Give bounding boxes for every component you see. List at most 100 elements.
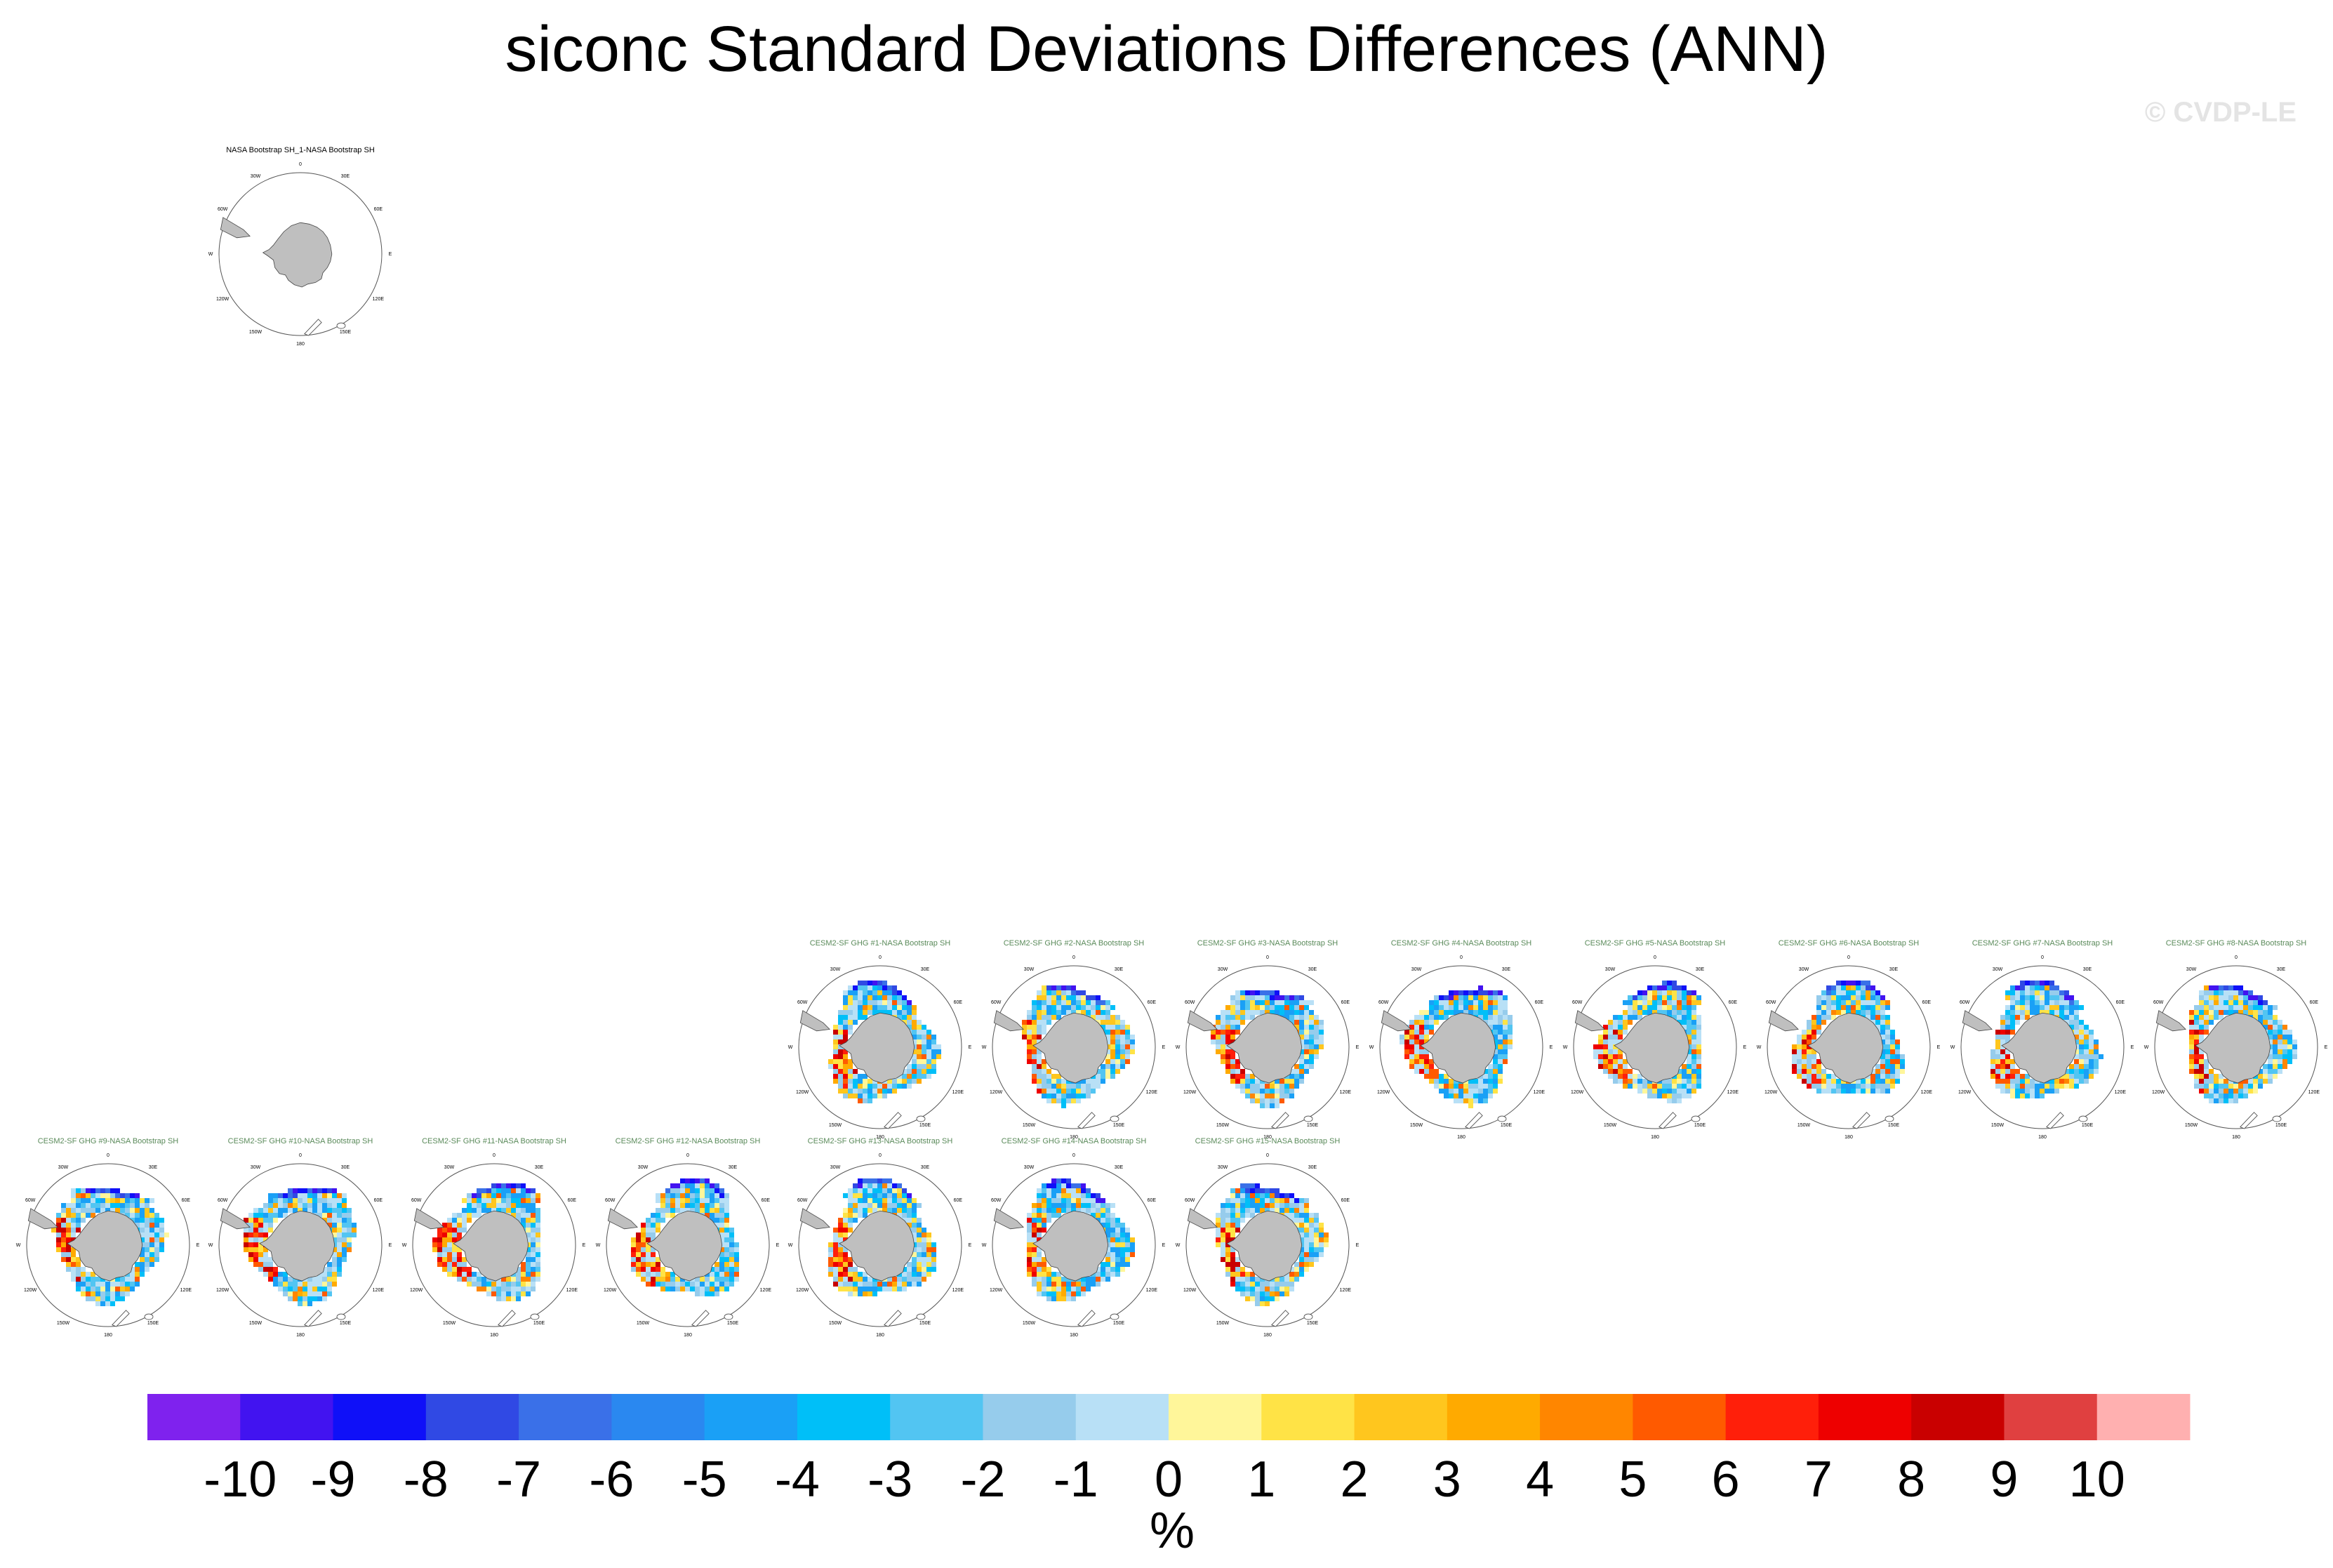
anomaly-cell [660, 1213, 665, 1218]
anomaly-cell [1434, 995, 1439, 1000]
anomaly-cell [848, 1218, 853, 1223]
anomaly-cell [149, 1233, 154, 1237]
anomaly-cell [105, 1291, 110, 1296]
anomaly-cell [100, 1282, 105, 1287]
anomaly-cell [2268, 1010, 2273, 1015]
anomaly-cell [1618, 1025, 1623, 1030]
new-zealand-landmass [2046, 1112, 2064, 1129]
anomaly-cell [145, 1198, 149, 1203]
anomaly-cell [917, 1059, 922, 1064]
anomaly-cell [253, 1208, 258, 1213]
anomaly-cell [1027, 1015, 1032, 1020]
anomaly-cell [2010, 1069, 2015, 1074]
anomaly-cell [1890, 1044, 1895, 1049]
anomaly-cell [1046, 1020, 1051, 1025]
anomaly-cell [1037, 1198, 1042, 1203]
anomaly-cell [2282, 1039, 2287, 1044]
longitude-label: 150E [727, 1321, 739, 1326]
longitude-label: 60E [374, 207, 383, 212]
anomaly-cell [2238, 1000, 2243, 1005]
anomaly-cell [1096, 1074, 1101, 1079]
anomaly-cell [1086, 1287, 1091, 1291]
anomaly-cell [1110, 1030, 1115, 1035]
anomaly-cell [1483, 1069, 1488, 1074]
longitude-label: 30E [921, 967, 930, 972]
anomaly-cell [1096, 1000, 1101, 1005]
anomaly-cell [887, 1183, 892, 1188]
anomaly-cell [863, 1183, 868, 1188]
anomaly-cell [892, 1282, 897, 1287]
anomaly-cell [437, 1237, 442, 1242]
anomaly-cell [2228, 1094, 2233, 1098]
anomaly-cell [838, 1267, 843, 1272]
anomaly-cell [1225, 1010, 1230, 1015]
anomaly-cell [1289, 1094, 1294, 1098]
anomaly-cell [729, 1262, 734, 1267]
anomaly-cell [2194, 1084, 2199, 1089]
anomaly-cell [2224, 985, 2228, 990]
anomaly-cell [2233, 1084, 2238, 1089]
anomaly-cell [848, 1193, 853, 1198]
anomaly-cell [2005, 1089, 2010, 1094]
anomaly-cell [1498, 1059, 1503, 1064]
anomaly-cell [1861, 1079, 1866, 1084]
anomaly-cell [1687, 1079, 1691, 1084]
anomaly-cell [719, 1252, 724, 1257]
anomaly-cell [76, 1208, 81, 1213]
anomaly-cell [1687, 995, 1691, 1000]
anomaly-cell [91, 1296, 95, 1301]
anomaly-cell [1270, 1005, 1275, 1010]
anomaly-cell [1027, 1252, 1032, 1257]
anomaly-cell [1240, 1193, 1245, 1198]
anomaly-cell [2228, 1089, 2233, 1094]
anomaly-cell [734, 1247, 739, 1252]
anomaly-cell [1995, 1049, 2000, 1054]
anomaly-cell [641, 1277, 646, 1282]
anomaly-cell [1319, 1039, 1324, 1044]
longitude-label: W [596, 1243, 601, 1248]
anomaly-cell [1275, 995, 1280, 1000]
anomaly-cell [2224, 1005, 2228, 1010]
anomaly-cell [1235, 1282, 1240, 1287]
anomaly-cell [872, 1188, 877, 1193]
new-zealand-landmass [112, 1310, 130, 1327]
anomaly-cell [526, 1247, 531, 1252]
anomaly-cell [2238, 1089, 2243, 1094]
anomaly-cell [1831, 1079, 1836, 1084]
anomaly-cell [71, 1252, 76, 1257]
anomaly-cell [1275, 1000, 1280, 1005]
anomaly-cell [882, 1208, 887, 1213]
anomaly-cell [1216, 1015, 1221, 1020]
anomaly-cell [848, 1228, 853, 1233]
anomaly-cell [140, 1247, 145, 1252]
anomaly-cell [868, 1094, 872, 1098]
anomaly-cell [1032, 1208, 1037, 1213]
anomaly-cell [734, 1272, 739, 1277]
anomaly-cell [2209, 1010, 2214, 1015]
anomaly-cell [1225, 1069, 1230, 1074]
anomaly-cell [2204, 1084, 2209, 1089]
anomaly-cell [1662, 1079, 1667, 1084]
anomaly-cell [95, 1188, 100, 1193]
anomaly-cell [2015, 1079, 2020, 1084]
anomaly-cell [858, 1089, 863, 1094]
anomaly-cell [1216, 1223, 1221, 1228]
longitude-label: 120W [796, 1288, 809, 1293]
anomaly-cell [912, 1005, 917, 1010]
anomaly-cell [1056, 1005, 1061, 1010]
anomaly-cell [1672, 1094, 1677, 1098]
anomaly-cell [1046, 1069, 1051, 1074]
anomaly-cell [1687, 1015, 1691, 1020]
longitude-label: 150E [2082, 1123, 2094, 1128]
anomaly-cell [472, 1208, 477, 1213]
anomaly-cell [1995, 1074, 2000, 1079]
anomaly-cell [1260, 1000, 1265, 1005]
anomaly-cell [2199, 1054, 2204, 1059]
anomaly-cell [2074, 1064, 2079, 1069]
anomaly-cell [2228, 1000, 2233, 1005]
anomaly-cell [1056, 1193, 1061, 1198]
anomaly-cell [327, 1272, 332, 1277]
anomaly-cell [2040, 1000, 2045, 1005]
